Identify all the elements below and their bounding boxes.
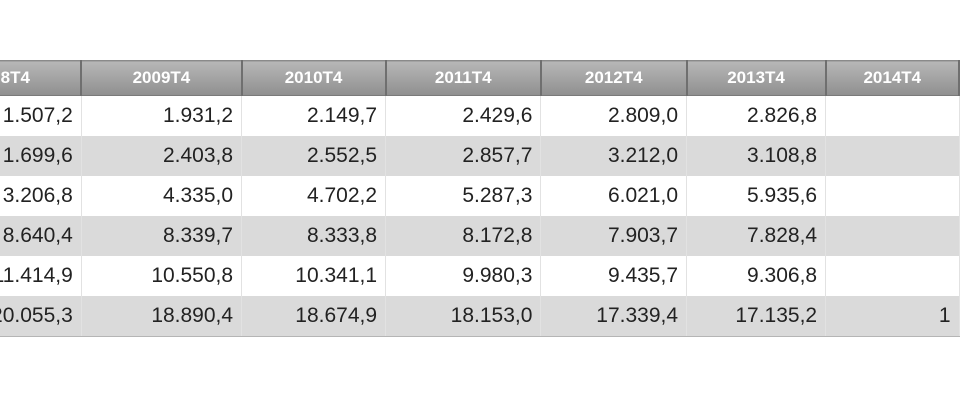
data-table-wrapper: 2008T42009T42010T42011T42012T42013T42014… <box>0 60 960 337</box>
data-table: 2008T42009T42010T42011T42012T42013T42014… <box>0 60 960 337</box>
table-cell: 17.135,2 <box>686 296 827 337</box>
table-cell: 5.287,3 <box>385 176 542 216</box>
table-cell: 8.640,4 <box>0 216 82 256</box>
table-cell: 4.702,2 <box>241 176 387 216</box>
table-cell: 17.339,4 <box>540 296 688 337</box>
table-cell: 2.429,6 <box>385 95 542 136</box>
table-cell: 2.149,7 <box>241 95 387 136</box>
table-row: 3.206,8 4.335,0 4.702,2 5.287,3 6.021,0 5.935… <box>0 176 960 216</box>
table-cell: 3.108,8 <box>686 136 827 176</box>
table-cell <box>825 136 960 176</box>
table-row: 1.699,6 2.403,8 2.552,5 2.857,7 3.212,0 3.108… <box>0 136 960 176</box>
table-cell: 7.903,7 <box>540 216 688 256</box>
header-row: 2008T42009T42010T42011T42012T42013T42014… <box>0 60 960 96</box>
table-cell: 9.306,8 <box>686 256 827 296</box>
table-row: 8.640,4 8.339,7 8.333,8 8.172,8 7.903,7 7.828… <box>0 216 960 256</box>
column-header: 2009T4 <box>80 60 243 96</box>
table-cell: 3.212,0 <box>540 136 688 176</box>
table-cell: 3.206,8 <box>0 176 82 216</box>
table-cell: 1.507,2 <box>0 95 82 136</box>
table-cell: 1 <box>825 296 960 337</box>
table-cell: 18.153,0 <box>385 296 542 337</box>
table-cell: 10.550,8 <box>80 256 243 296</box>
table-cell: 2.809,0 <box>540 95 688 136</box>
table-cell: 1.931,2 <box>80 95 243 136</box>
table-cell: 7.828,4 <box>686 216 827 256</box>
table-row: 1.507,2 1.931,2 2.149,7 2.429,6 2.809,0 2.826… <box>0 95 960 136</box>
table-row: 20.055,318.890,418.674,918.153,017.339,4… <box>0 296 960 337</box>
column-header: 2014T4 <box>824 60 960 96</box>
table-cell: 8.172,8 <box>385 216 542 256</box>
table-row: 11.414,9 10.550,8 10.341,1 9.980,3 9.435,7 9.… <box>0 256 960 296</box>
table-cell: 10.341,1 <box>241 256 387 296</box>
table-body: 1.507,2 1.931,2 2.149,7 2.429,6 2.809,0 2.826… <box>0 95 960 337</box>
column-header: 2013T4 <box>685 60 827 96</box>
table-cell <box>825 256 960 296</box>
table-cell: 6.021,0 <box>540 176 688 216</box>
table-cell: 18.674,9 <box>241 296 387 337</box>
table-cell <box>825 176 960 216</box>
table-cell: 8.339,7 <box>80 216 243 256</box>
column-header: 2011T4 <box>384 60 542 96</box>
table-cell <box>825 216 960 256</box>
table-cell: 9.980,3 <box>385 256 542 296</box>
table-cell: 9.435,7 <box>540 256 688 296</box>
table-cell: 2.552,5 <box>241 136 387 176</box>
column-header: 2012T4 <box>539 60 688 96</box>
table-cell: 5.935,6 <box>686 176 827 216</box>
column-header: 2008T4 <box>0 60 83 96</box>
table-cell: 20.055,3 <box>0 296 82 337</box>
table-cell: 8.333,8 <box>241 216 387 256</box>
table-cell: 2.857,7 <box>385 136 542 176</box>
table-cell: 11.414,9 <box>0 256 82 296</box>
table-cell: 1.699,6 <box>0 136 82 176</box>
table-cell: 18.890,4 <box>80 296 243 337</box>
column-header: 2010T4 <box>240 60 387 96</box>
table-cell: 4.335,0 <box>80 176 243 216</box>
table-cell <box>825 95 960 136</box>
table-cell: 2.403,8 <box>80 136 243 176</box>
table-cell: 2.826,8 <box>686 95 827 136</box>
